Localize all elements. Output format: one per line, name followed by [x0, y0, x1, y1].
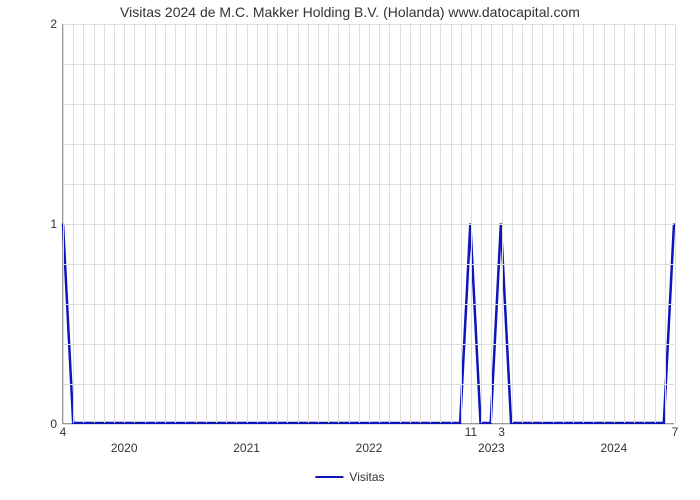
grid-v: [634, 24, 635, 423]
grid-v: [604, 24, 605, 423]
x-axis-year-label: 2021: [233, 423, 260, 455]
grid-v: [196, 24, 197, 423]
grid-v: [124, 24, 125, 423]
grid-v: [257, 24, 258, 423]
x-axis-year-label: 2022: [356, 423, 383, 455]
grid-v: [583, 24, 584, 423]
grid-v: [655, 24, 656, 423]
grid-v: [542, 24, 543, 423]
grid-v: [247, 24, 248, 423]
grid-v: [593, 24, 594, 423]
visits-chart: Visitas 2024 de M.C. Makker Holding B.V.…: [0, 0, 700, 500]
grid-v: [298, 24, 299, 423]
grid-v: [532, 24, 533, 423]
grid-v: [236, 24, 237, 423]
grid-v: [328, 24, 329, 423]
grid-v: [624, 24, 625, 423]
grid-v: [430, 24, 431, 423]
x-axis-value-label: 11: [465, 423, 477, 439]
grid-v: [104, 24, 105, 423]
grid-v: [420, 24, 421, 423]
grid-v: [614, 24, 615, 423]
grid-v: [471, 24, 472, 423]
grid-v: [400, 24, 401, 423]
grid-v: [165, 24, 166, 423]
grid-v: [277, 24, 278, 423]
grid-v: [553, 24, 554, 423]
grid-v: [563, 24, 564, 423]
grid-v: [94, 24, 95, 423]
grid-v: [114, 24, 115, 423]
grid-v: [573, 24, 574, 423]
grid-v: [63, 24, 64, 423]
grid-v: [216, 24, 217, 423]
x-axis-year-label: 2024: [600, 423, 627, 455]
grid-v: [644, 24, 645, 423]
grid-v: [73, 24, 74, 423]
grid-v: [155, 24, 156, 423]
grid-v: [440, 24, 441, 423]
x-axis-year-label: 2020: [111, 423, 138, 455]
grid-v: [338, 24, 339, 423]
x-axis-value-label: 7: [672, 423, 679, 439]
grid-v: [389, 24, 390, 423]
chart-title: Visitas 2024 de M.C. Makker Holding B.V.…: [0, 0, 700, 20]
grid-v: [226, 24, 227, 423]
grid-v: [512, 24, 513, 423]
y-axis-label: 2: [50, 17, 63, 31]
grid-v: [451, 24, 452, 423]
grid-v: [675, 24, 676, 423]
plot-area: 0122020202120222023202441137: [62, 24, 674, 424]
y-axis-label: 1: [50, 217, 63, 231]
grid-v: [145, 24, 146, 423]
grid-v: [349, 24, 350, 423]
grid-v: [83, 24, 84, 423]
grid-v: [134, 24, 135, 423]
grid-v: [206, 24, 207, 423]
grid-v: [267, 24, 268, 423]
grid-v: [665, 24, 666, 423]
grid-v: [379, 24, 380, 423]
grid-v: [491, 24, 492, 423]
grid-v: [369, 24, 370, 423]
x-axis-value-label: 3: [498, 423, 505, 439]
grid-v: [359, 24, 360, 423]
legend: Visitas: [315, 470, 384, 484]
grid-v: [175, 24, 176, 423]
grid-v: [522, 24, 523, 423]
grid-v: [502, 24, 503, 423]
grid-v: [318, 24, 319, 423]
legend-swatch: [315, 476, 343, 478]
grid-v: [481, 24, 482, 423]
grid-v: [287, 24, 288, 423]
grid-v: [410, 24, 411, 423]
x-axis-value-label: 4: [60, 423, 67, 439]
grid-v: [461, 24, 462, 423]
legend-label: Visitas: [349, 470, 384, 484]
grid-v: [308, 24, 309, 423]
grid-v: [185, 24, 186, 423]
